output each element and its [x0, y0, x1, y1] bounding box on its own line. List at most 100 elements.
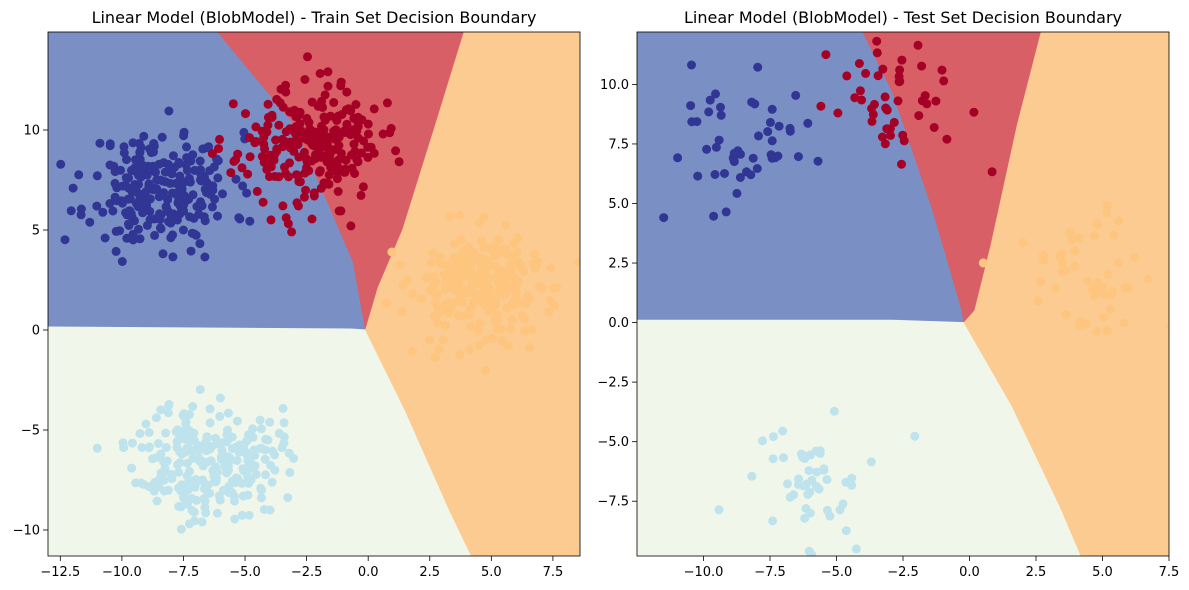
point-class-2	[205, 488, 215, 498]
point-class-2	[202, 432, 212, 442]
point-class-3	[452, 277, 462, 287]
point-class-0	[748, 153, 758, 163]
point-class-2	[237, 510, 247, 520]
point-class-1	[275, 98, 285, 108]
point-class-0	[85, 217, 95, 227]
point-class-2	[866, 457, 876, 467]
point-class-2	[189, 516, 199, 526]
point-class-3	[1143, 274, 1153, 284]
point-class-0	[56, 159, 66, 169]
point-class-1	[274, 120, 284, 130]
point-class-2	[195, 385, 205, 395]
point-class-3	[1106, 289, 1116, 299]
point-class-3	[475, 256, 485, 265]
point-class-2	[278, 404, 288, 413]
y-tick-label: 10.0	[600, 78, 629, 93]
point-class-0	[752, 164, 762, 173]
point-class-3	[1177, 306, 1186, 315]
point-class-3	[1070, 261, 1080, 271]
point-class-0	[168, 151, 178, 161]
point-class-1	[351, 100, 361, 109]
point-class-0	[66, 206, 76, 216]
point-class-0	[154, 192, 164, 202]
point-class-2	[283, 493, 293, 503]
point-class-0	[716, 102, 725, 112]
point-class-2	[152, 496, 162, 506]
point-class-1	[382, 98, 392, 108]
point-class-1	[329, 98, 339, 107]
point-class-2	[178, 411, 188, 420]
point-class-0	[149, 141, 159, 151]
point-class-2	[267, 446, 277, 456]
point-class-1	[237, 163, 247, 173]
point-class-0	[242, 188, 252, 198]
x-tick-label: −5.0	[821, 565, 853, 580]
point-class-2	[183, 479, 193, 489]
point-class-0	[188, 150, 198, 160]
point-class-0	[152, 175, 162, 185]
point-class-2	[256, 493, 266, 503]
point-class-3	[458, 287, 468, 297]
point-class-3	[382, 298, 392, 308]
point-class-1	[303, 52, 312, 62]
point-class-2	[144, 428, 154, 437]
point-class-1	[897, 159, 906, 169]
point-class-1	[333, 162, 343, 172]
point-class-0	[178, 225, 188, 235]
point-class-2	[279, 432, 289, 442]
point-class-3	[511, 287, 521, 297]
point-class-3	[478, 298, 488, 308]
point-class-1	[266, 215, 276, 225]
point-class-0	[92, 201, 102, 211]
point-class-0	[235, 214, 245, 224]
point-class-3	[1099, 312, 1108, 322]
point-class-0	[791, 90, 801, 100]
point-class-0	[736, 149, 745, 159]
point-class-1	[305, 129, 315, 139]
point-class-3	[519, 266, 528, 276]
point-class-0	[164, 106, 174, 116]
point-class-0	[76, 210, 86, 220]
point-class-1	[873, 71, 883, 81]
point-class-3	[529, 249, 539, 259]
point-class-0	[155, 223, 165, 233]
point-class-1	[320, 179, 330, 189]
x-tick-label: 0.0	[358, 565, 379, 580]
point-class-2	[803, 489, 813, 499]
point-class-1	[358, 182, 368, 192]
point-class-0	[245, 216, 255, 226]
point-class-1	[867, 116, 877, 126]
point-class-0	[785, 126, 795, 136]
point-class-2	[224, 465, 233, 475]
point-class-2	[188, 402, 198, 411]
point-class-1	[263, 112, 273, 122]
point-class-1	[353, 157, 363, 167]
point-class-3	[462, 267, 472, 277]
point-class-1	[886, 130, 895, 140]
point-class-3	[426, 258, 436, 268]
point-class-2	[201, 482, 210, 491]
point-class-3	[500, 270, 510, 279]
point-class-0	[728, 153, 738, 163]
point-class-0	[711, 142, 721, 152]
train-set-axes: Linear Model (BlobModel) - Train Set Dec…	[13, 8, 581, 580]
point-class-0	[145, 215, 155, 225]
point-class-2	[783, 479, 792, 489]
point-class-1	[301, 185, 311, 195]
point-class-2	[205, 444, 215, 454]
point-class-2	[259, 505, 269, 514]
point-class-1	[207, 149, 217, 159]
point-class-0	[105, 199, 115, 208]
point-class-1	[302, 154, 312, 164]
point-class-2	[822, 475, 832, 485]
point-class-1	[917, 61, 927, 71]
point-class-1	[913, 40, 923, 50]
point-class-3	[455, 350, 465, 360]
point-class-1	[920, 91, 930, 101]
point-class-3	[492, 323, 502, 333]
point-class-1	[363, 119, 373, 129]
point-class-1	[320, 90, 330, 100]
point-class-0	[189, 229, 199, 239]
point-class-1	[274, 172, 284, 182]
point-class-0	[131, 186, 140, 196]
